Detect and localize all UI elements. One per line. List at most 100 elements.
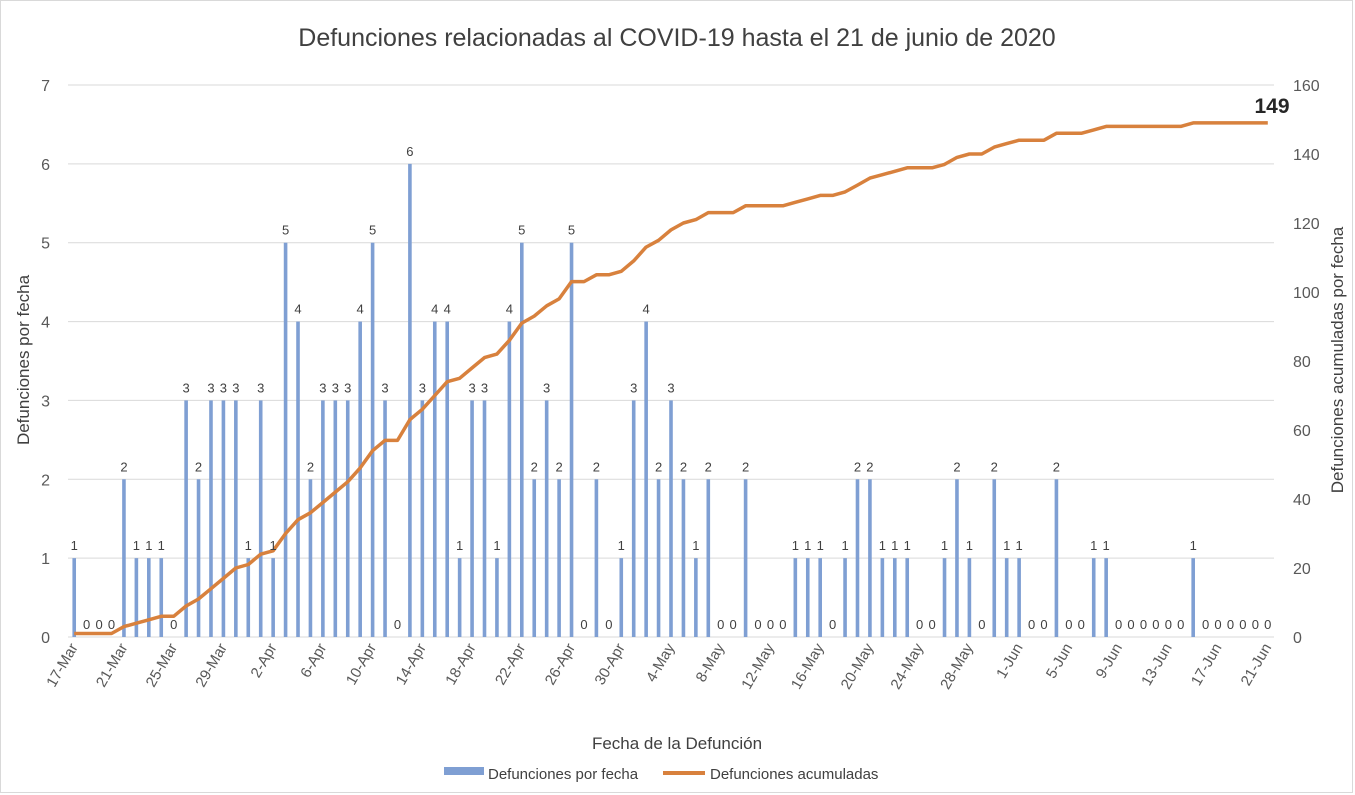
bar-data-label: 4 — [431, 302, 438, 317]
bar-data-label: 0 — [1227, 617, 1234, 632]
bar-data-label: 3 — [419, 380, 426, 395]
y-right-tick-label: 100 — [1293, 285, 1320, 302]
bar — [283, 242, 288, 637]
x-tick-label: 25-Mar — [143, 640, 181, 690]
bar-data-label: 0 — [95, 617, 102, 632]
chart-title: Defunciones relacionadas al COVID-19 has… — [298, 24, 1055, 52]
bar-data-label: 0 — [916, 617, 923, 632]
bar-data-label: 3 — [481, 380, 488, 395]
bar-series — [72, 163, 1195, 637]
bar-data-label: 3 — [381, 380, 388, 395]
x-tick-label: 13-Jun — [1138, 641, 1176, 689]
y-axis-label-left: Defunciones por fecha — [14, 274, 33, 445]
y-right-tick-label: 0 — [1293, 630, 1302, 647]
bar — [992, 479, 997, 637]
bar-data-label: 3 — [319, 380, 326, 395]
bar-data-label: 0 — [1028, 617, 1035, 632]
bar — [694, 558, 698, 637]
right-axis-ticks: 0 20 40 60 80 100 120 140 160 — [1293, 78, 1320, 647]
x-tick-label: 21-Mar — [93, 640, 131, 690]
bar-data-label: 2 — [742, 459, 749, 474]
x-tick-label: 10-Apr — [343, 641, 380, 688]
bar — [482, 400, 487, 637]
x-tick-label: 17-Mar — [43, 640, 81, 690]
bar-data-label: 0 — [83, 617, 90, 632]
bar — [1017, 558, 1021, 637]
bar — [656, 479, 661, 637]
bar-data-label: 3 — [207, 380, 214, 395]
bar-data-label: 3 — [667, 380, 674, 395]
bar-data-label: 1 — [493, 538, 500, 553]
bar — [644, 321, 648, 637]
bar — [1091, 558, 1096, 637]
bar — [470, 400, 474, 637]
bar-data-label: 1 — [158, 538, 165, 553]
bar-data-label: 2 — [120, 459, 127, 474]
y-right-tick-label: 20 — [1293, 561, 1311, 578]
bar-data-label: 3 — [257, 380, 264, 395]
bar — [905, 558, 910, 637]
legend-bar-swatch — [444, 767, 484, 775]
bar-data-label: 2 — [866, 459, 873, 474]
bar — [209, 400, 213, 637]
bar-data-label: 1 — [891, 538, 898, 553]
x-tick-label: 28-May — [937, 640, 977, 692]
x-tick-label: 14-Apr — [393, 641, 430, 688]
bar-data-label: 0 — [1040, 617, 1047, 632]
bar-data-label: 0 — [1165, 617, 1172, 632]
bar-data-label: 3 — [630, 380, 637, 395]
bar-data-label: 2 — [680, 459, 687, 474]
y-right-tick-label: 80 — [1293, 354, 1311, 371]
bar — [333, 400, 338, 637]
bar-data-label: 0 — [1127, 617, 1134, 632]
y-left-tick-label: 7 — [41, 78, 50, 95]
bar-data-label: 1 — [1003, 538, 1010, 553]
bar — [246, 558, 251, 637]
bar-data-label: 2 — [593, 459, 600, 474]
line-series — [74, 121, 1268, 636]
bar — [420, 400, 425, 637]
bar — [134, 558, 139, 637]
bar-data-label: 4 — [444, 302, 451, 317]
x-axis-label: Fecha de la Defunción — [592, 734, 762, 753]
bar — [147, 558, 151, 637]
bar — [1004, 558, 1009, 637]
bar — [818, 558, 822, 637]
bar — [408, 163, 412, 637]
bar-data-label: 2 — [705, 459, 712, 474]
bar — [1191, 558, 1195, 637]
y-right-tick-label: 40 — [1293, 492, 1311, 509]
x-tick-label: 30-Apr — [591, 641, 628, 688]
x-axis-ticks: 17-Mar 21-Mar 25-Mar 29-Mar 2-Apr 6-Apr 10-Apr… — [43, 640, 1275, 692]
bar-data-label: 3 — [232, 380, 239, 395]
bar — [843, 558, 847, 637]
bar — [631, 400, 636, 637]
bar — [855, 479, 860, 637]
bar-data-label: 2 — [991, 459, 998, 474]
y-right-tick-label: 140 — [1293, 147, 1320, 164]
x-tick-label: 24-May — [887, 640, 927, 692]
left-axis-ticks: 0 1 2 3 4 5 6 7 — [41, 78, 50, 647]
bar — [892, 558, 897, 637]
bar-data-label: 0 — [1264, 617, 1271, 632]
bar — [1054, 479, 1059, 637]
bar — [544, 400, 549, 637]
y-left-tick-label: 5 — [41, 236, 50, 253]
bar-data-label: 1 — [941, 538, 948, 553]
x-tick-label: 9-Jun — [1093, 641, 1126, 682]
bar-data-label: 3 — [220, 380, 227, 395]
bar — [308, 479, 313, 637]
y-right-tick-label: 60 — [1293, 423, 1311, 440]
bar-data-label: 1 — [1103, 538, 1110, 553]
bar-data-label: 0 — [730, 617, 737, 632]
bar-data-label: 2 — [307, 459, 314, 474]
bar — [122, 479, 126, 637]
bar-data-label: 4 — [643, 302, 650, 317]
x-tick-label: 29-Mar — [192, 640, 230, 690]
bar-data-label: 0 — [605, 617, 612, 632]
bar — [196, 479, 201, 637]
bar-data-label: 1 — [71, 538, 78, 553]
bar-data-label: 2 — [1053, 459, 1060, 474]
bar-data-label: 1 — [879, 538, 886, 553]
